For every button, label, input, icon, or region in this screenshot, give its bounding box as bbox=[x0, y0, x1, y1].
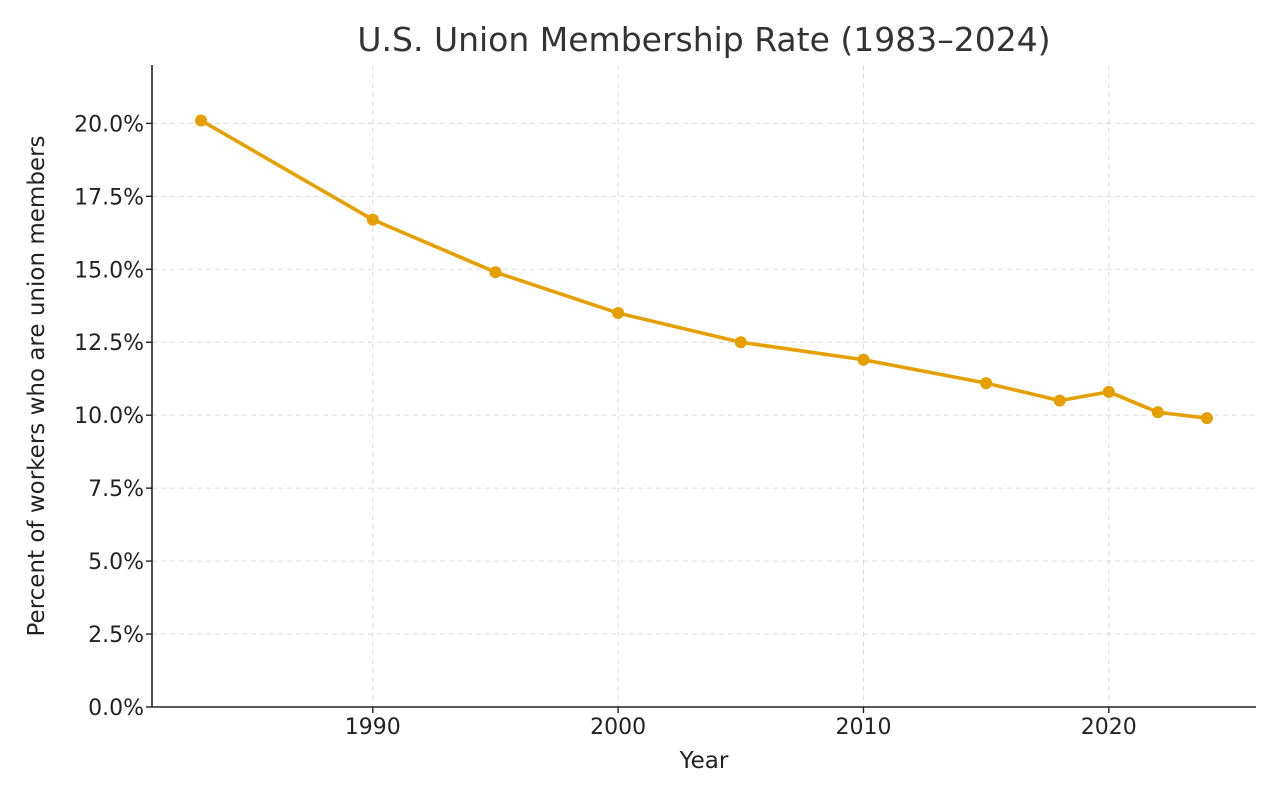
data-point-2000 bbox=[612, 307, 625, 320]
y-tick-label: 15.0% bbox=[74, 258, 144, 283]
x-tick-label: 2010 bbox=[835, 715, 891, 740]
y-axis-label: Percent of workers who are union members bbox=[24, 135, 50, 636]
y-tick-label: 10.0% bbox=[74, 404, 144, 429]
grid-lines bbox=[152, 65, 1256, 708]
y-tick-label: 20.0% bbox=[74, 112, 144, 137]
x-tick-label: 2020 bbox=[1081, 715, 1137, 740]
data-series bbox=[195, 114, 1213, 425]
axes bbox=[151, 65, 1256, 708]
tick-labels: 1990 2000 2010 2020 0.0% 2.5% 5.0% 7.5% 10.0% 12.… bbox=[74, 112, 1137, 740]
data-point-2024 bbox=[1200, 412, 1213, 425]
data-point-1995 bbox=[489, 266, 502, 279]
chart-title: U.S. Union Membership Rate (1983–2024) bbox=[357, 20, 1050, 59]
data-point-2018 bbox=[1053, 394, 1066, 407]
data-point-2005 bbox=[734, 336, 747, 349]
y-tick-label: 2.5% bbox=[88, 623, 144, 648]
y-tick-label: 5.0% bbox=[88, 550, 144, 575]
data-point-2015 bbox=[980, 377, 993, 390]
x-tick-label: 1990 bbox=[345, 715, 401, 740]
data-point-2020 bbox=[1102, 385, 1115, 398]
data-point-1990 bbox=[366, 213, 379, 226]
y-tick-label: 17.5% bbox=[74, 185, 144, 210]
data-point-1983 bbox=[195, 114, 208, 127]
y-tick-label: 7.5% bbox=[88, 477, 144, 502]
y-tick-label: 12.5% bbox=[74, 331, 144, 356]
data-point-2010 bbox=[857, 353, 870, 366]
x-axis-label: Year bbox=[679, 748, 729, 774]
x-tick-label: 2000 bbox=[590, 715, 646, 740]
y-tick-label: 0.0% bbox=[88, 696, 144, 721]
data-point-2022 bbox=[1151, 406, 1164, 419]
